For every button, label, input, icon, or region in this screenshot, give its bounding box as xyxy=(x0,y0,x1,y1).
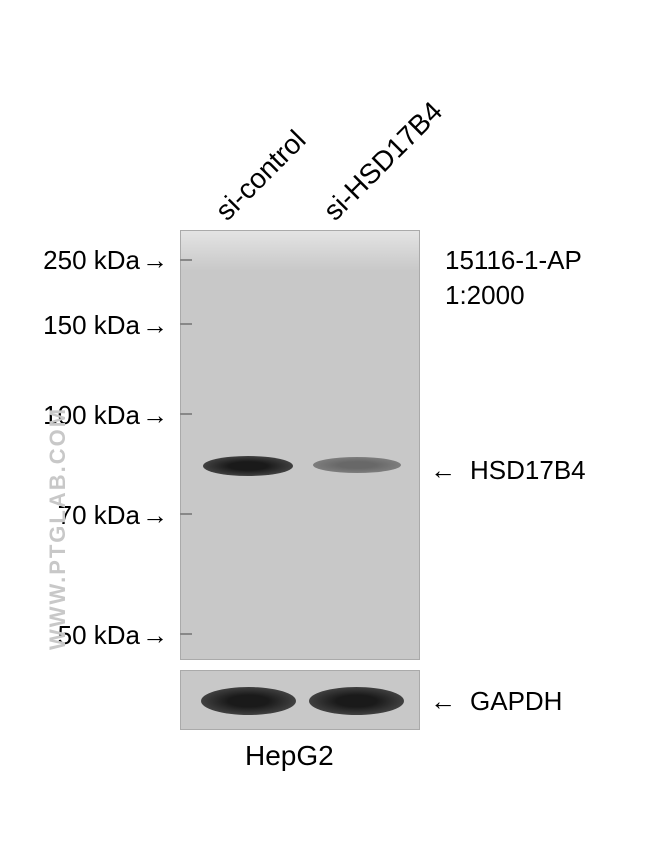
watermark-text: WWW.PTGLAB.COM xyxy=(45,407,71,650)
gapdh-band-lane2 xyxy=(309,687,404,715)
mw-label-150: 150 kDa xyxy=(20,310,140,341)
mw-arrow: → xyxy=(142,310,168,341)
ladder-tick xyxy=(180,413,192,415)
ladder-tick xyxy=(180,323,192,325)
ladder-tick xyxy=(180,513,192,515)
target-arrow-hsd17b4: ← xyxy=(430,455,456,486)
antibody-catalog: 15116-1-AP xyxy=(445,245,582,276)
antibody-dilution: 1:2000 xyxy=(445,280,525,311)
mw-arrow: → xyxy=(142,245,168,276)
ladder-tick xyxy=(180,633,192,635)
mw-arrow: → xyxy=(142,400,168,431)
ladder-tick xyxy=(180,259,192,261)
target-label-hsd17b4: HSD17B4 xyxy=(470,455,586,486)
main-blot-membrane xyxy=(180,230,420,660)
blot-gradient xyxy=(181,231,419,271)
gapdh-band-lane1 xyxy=(201,687,296,715)
mw-arrow: → xyxy=(142,620,168,651)
hsd17b4-band-lane1 xyxy=(203,456,293,476)
lane-2-label: si-HSD17B4 xyxy=(317,95,449,227)
gapdh-blot-membrane xyxy=(180,670,420,730)
cell-line-label: HepG2 xyxy=(245,740,334,772)
mw-arrow: → xyxy=(142,500,168,531)
target-arrow-gapdh: ← xyxy=(430,686,456,717)
mw-label-250: 250 kDa xyxy=(20,245,140,276)
hsd17b4-band-lane2 xyxy=(313,457,401,473)
mw-label-100: 100 kDa xyxy=(20,400,140,431)
lane-1-label: si-control xyxy=(209,124,312,227)
western-blot-figure: si-control si-HSD17B4 250 kDa → 150 kDa … xyxy=(0,0,650,856)
target-label-gapdh: GAPDH xyxy=(470,686,562,717)
